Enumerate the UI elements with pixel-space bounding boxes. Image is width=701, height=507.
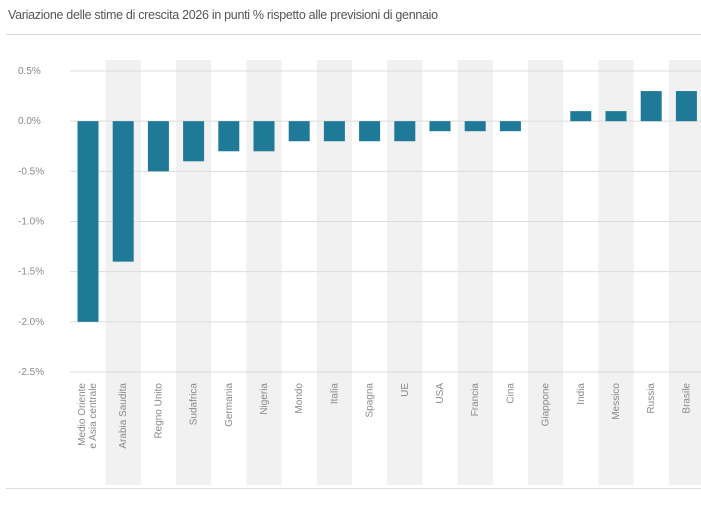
x-tick-label: Messico xyxy=(611,383,622,420)
svg-text:UE: UE xyxy=(400,383,411,397)
svg-text:Brasile: Brasile xyxy=(681,383,692,414)
x-tick-label: Cina xyxy=(505,383,516,404)
y-tick-label: 0.5% xyxy=(18,66,41,77)
y-tick-label: -1.5% xyxy=(18,267,44,278)
svg-text:Sudafrica: Sudafrica xyxy=(189,383,200,426)
bar xyxy=(675,91,697,122)
x-tick-label: Nigeria xyxy=(259,383,270,415)
x-tick-label: Brasile xyxy=(681,383,692,414)
svg-text:Medio Oriente: Medio Oriente xyxy=(77,383,88,446)
bar xyxy=(218,121,240,152)
svg-text:Cina: Cina xyxy=(505,383,516,404)
x-tick-label: Germania xyxy=(224,383,235,427)
bar xyxy=(464,121,486,132)
y-tick-label: -2.5% xyxy=(18,367,44,378)
svg-text:Francia: Francia xyxy=(470,383,481,417)
x-tick-label: Regno Unito xyxy=(153,383,164,439)
x-tick-label: Russia xyxy=(646,383,657,414)
title-divider xyxy=(6,34,701,35)
bar xyxy=(288,121,310,142)
bar xyxy=(499,121,521,132)
x-tick-label: Medio Oriente e Asia centrale xyxy=(77,383,99,449)
x-tick-label: Spagna xyxy=(365,383,376,418)
svg-text:USA: USA xyxy=(435,383,446,404)
x-tick-label: Sudafrica xyxy=(189,383,200,426)
svg-text:India: India xyxy=(576,383,587,405)
bar xyxy=(147,121,169,172)
chart-title: Variazione delle stime di crescita 2026 … xyxy=(8,8,438,22)
svg-text:Germania: Germania xyxy=(224,383,235,427)
bar xyxy=(570,111,592,122)
bottom-divider xyxy=(6,488,701,489)
svg-text:Italia: Italia xyxy=(329,383,340,405)
x-tick-label: USA xyxy=(435,383,446,404)
bar xyxy=(359,121,381,142)
x-tick-label: UE xyxy=(400,383,411,397)
svg-text:Mondo: Mondo xyxy=(294,383,305,414)
svg-text:Nigeria: Nigeria xyxy=(259,383,270,415)
category-band xyxy=(668,60,701,485)
x-tick-label: Arabia Saudita xyxy=(118,383,129,449)
bar xyxy=(323,121,345,142)
svg-text:Giappone: Giappone xyxy=(541,383,552,427)
bar xyxy=(253,121,275,152)
category-band xyxy=(598,60,634,485)
bar xyxy=(394,121,416,142)
bar-chart: 0.5% 0.0% -0.5% -1.0% -1.5% -2.0% -2.5% Medio … xyxy=(18,60,701,485)
bar xyxy=(77,121,99,322)
x-tick-label: Mondo xyxy=(294,383,305,414)
x-tick-label: India xyxy=(576,383,587,405)
svg-text:Messico: Messico xyxy=(611,383,622,420)
bar xyxy=(605,111,627,122)
x-tick-label: Giappone xyxy=(541,383,552,427)
svg-text:Spagna: Spagna xyxy=(365,383,376,418)
svg-text:Arabia Saudita: Arabia Saudita xyxy=(118,383,129,449)
bar xyxy=(429,121,451,132)
svg-text:e Asia centrale: e Asia centrale xyxy=(88,383,99,449)
y-tick-label: -0.5% xyxy=(18,166,44,177)
y-tick-label: 0.0% xyxy=(18,116,41,127)
bar xyxy=(183,121,205,162)
y-tick-label: -1.0% xyxy=(18,217,44,228)
bar xyxy=(640,91,662,122)
category-band xyxy=(528,60,564,485)
svg-text:Russia: Russia xyxy=(646,383,657,414)
x-tick-label: Francia xyxy=(470,383,481,417)
bar xyxy=(112,121,134,262)
y-tick-label: -2.0% xyxy=(18,317,44,328)
x-tick-label: Italia xyxy=(329,383,340,405)
svg-text:Regno Unito: Regno Unito xyxy=(153,383,164,439)
